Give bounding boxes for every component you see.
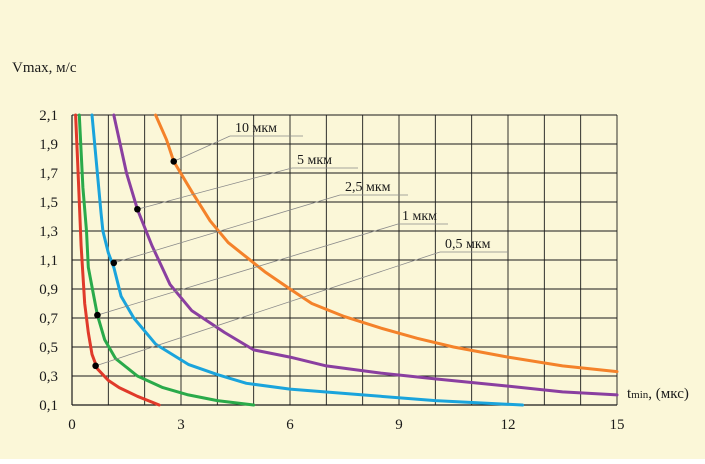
- x-axis-label: tmin, (мкс): [627, 386, 689, 402]
- series-line: [74, 113, 161, 407]
- y-tick-label: 0,1: [39, 398, 58, 414]
- leader-line: [113, 194, 341, 264]
- y-tick-label: 1,3: [39, 224, 58, 240]
- y-tick-label: 1,5: [39, 195, 58, 211]
- y-tick-label: 1,1: [39, 253, 58, 269]
- series-marker: [92, 362, 99, 370]
- x-tick-label: 15: [610, 417, 625, 433]
- leader-line: [137, 167, 293, 210]
- series-marker: [110, 259, 118, 267]
- x-axis-label-sub: min: [631, 389, 649, 401]
- leader-line: [97, 223, 399, 316]
- series-marker: [134, 205, 141, 213]
- x-tick-label: 3: [177, 417, 185, 433]
- series-marker: [94, 311, 101, 319]
- y-tick-label: 0,5: [39, 340, 58, 356]
- y-tick-label: 0,7: [39, 311, 58, 327]
- y-tick-label: 0,3: [39, 369, 58, 385]
- x-axis-label-unit: , (мкс): [648, 386, 689, 402]
- series-line: [154, 113, 619, 374]
- series-label: 2,5 мкм: [345, 180, 391, 195]
- tick-labels: 0 3 6 9 12 15 0,1 0,3 0,5 0,7 0,9 1,1 1,3 1,5 1,7 1,9 2,…: [39, 108, 624, 433]
- series-label: 0,5 мкм: [445, 237, 491, 252]
- series-line: [77, 113, 256, 407]
- x-tick-label: 12: [501, 417, 516, 433]
- series-label: 1 мкм: [402, 209, 437, 224]
- leader-line: [95, 251, 441, 367]
- y-axis-label: Vmax, м/с: [12, 60, 77, 76]
- leader-line: [173, 135, 231, 162]
- y-tick-label: 2,1: [39, 108, 58, 124]
- series-line: [112, 113, 619, 397]
- x-tick-label: 6: [286, 417, 294, 433]
- x-axis-label-main: t: [627, 386, 632, 402]
- y-tick-label: 0,9: [39, 282, 58, 298]
- series-label: 10 мкм: [235, 121, 277, 136]
- grid: [71, 114, 618, 406]
- x-tick-label: 9: [395, 417, 403, 433]
- series-line: [90, 113, 524, 407]
- x-tick-label: 0: [68, 417, 76, 433]
- curves: [74, 113, 619, 407]
- y-tick-label: 1,9: [39, 137, 58, 153]
- label-leaders: 0,5 мкм 1 мкм 2,5 мкм 5 мкм 10 мкм: [92, 121, 508, 370]
- y-tick-label: 1,7: [39, 166, 58, 182]
- series-marker: [170, 158, 178, 165]
- series-label: 5 мкм: [297, 153, 332, 168]
